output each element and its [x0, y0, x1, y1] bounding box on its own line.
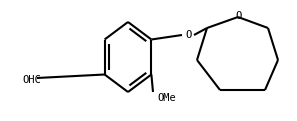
Text: O: O: [235, 11, 241, 21]
Text: OHC: OHC: [22, 75, 41, 85]
Text: O: O: [185, 30, 191, 40]
Text: OMe: OMe: [157, 93, 176, 103]
